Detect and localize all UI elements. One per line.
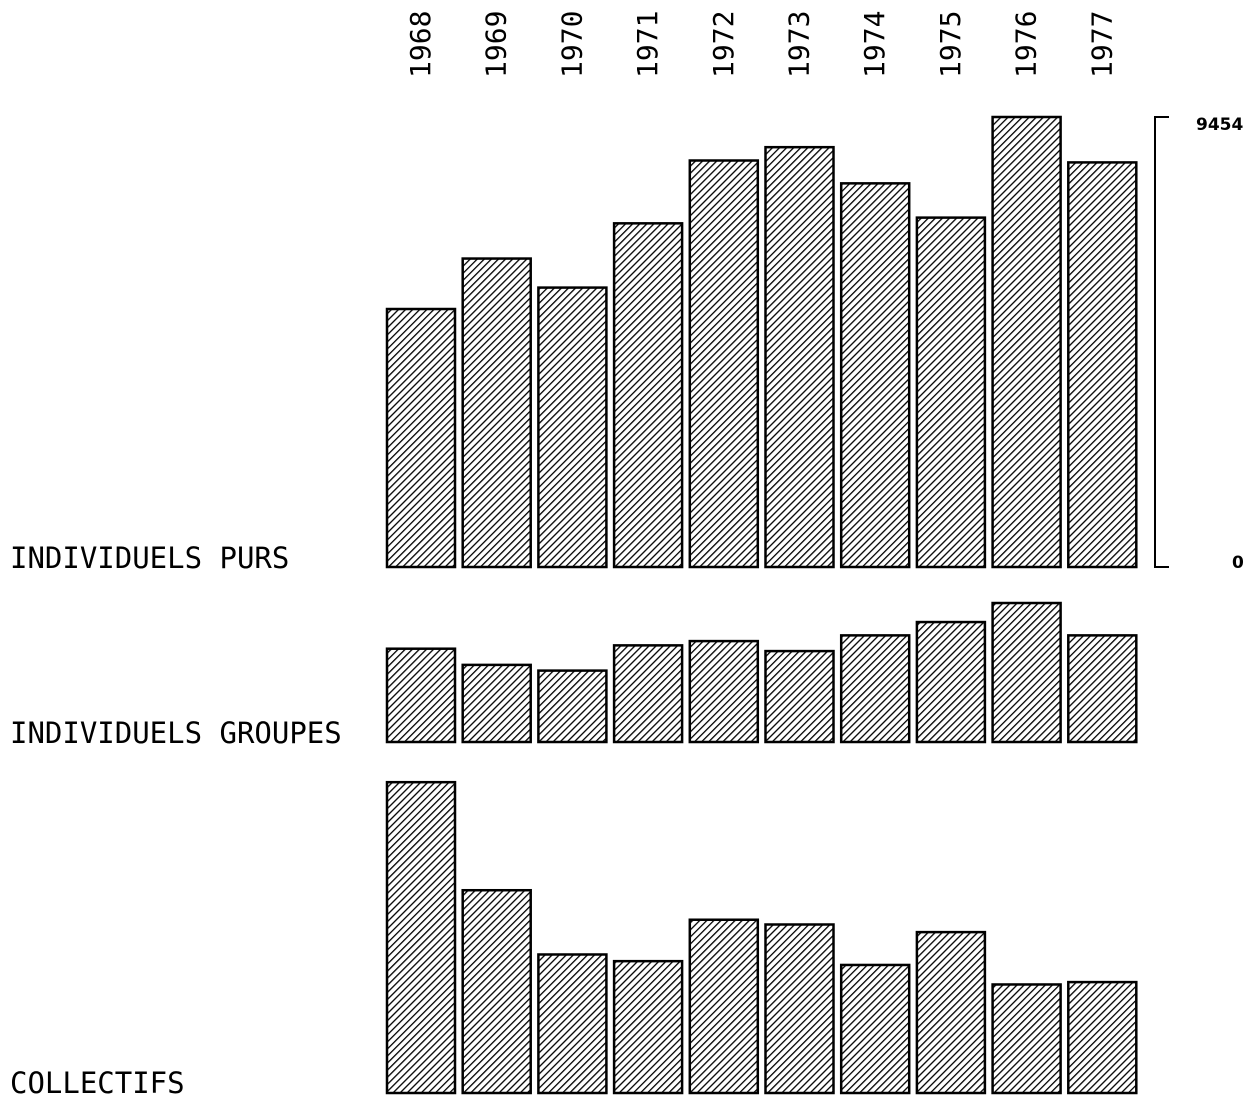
bar-1968 <box>385 307 457 569</box>
series-label: INDIVIDUELS GROUPES <box>10 716 342 750</box>
bar-1977 <box>1067 980 1138 1095</box>
bar-1974 <box>839 182 911 569</box>
bar-1970 <box>537 669 608 744</box>
bar-1969 <box>461 257 532 569</box>
bar-1972 <box>688 639 760 744</box>
year-labels: 1968 1969 1970 1971 1972 1973 1974 1975 1976 1977 <box>404 11 1118 78</box>
bar-1977 <box>1067 634 1138 744</box>
year-label-1975: 1975 <box>934 11 967 78</box>
bar-1968 <box>385 647 457 744</box>
series-label: INDIVIDUELS PURS <box>10 541 289 575</box>
bar-1969 <box>461 888 532 1095</box>
bar-1972 <box>688 159 760 569</box>
bar-1970 <box>537 286 608 569</box>
scale-max-label: 9454 <box>1196 115 1243 135</box>
year-label-1976: 1976 <box>1010 11 1043 78</box>
bar-1972 <box>688 918 760 1095</box>
chart-panels: INDIVIDUELS PURS INDIVIDUELS GROUPES COLLE… <box>10 115 1138 1098</box>
bar-1975 <box>915 930 987 1095</box>
bar-1971 <box>612 222 684 569</box>
series-label: COLLECTIFS <box>10 1066 185 1098</box>
bar-1974 <box>839 634 911 744</box>
bar-1976 <box>991 983 1062 1095</box>
bar-1971 <box>612 644 684 744</box>
year-label-1968: 1968 <box>404 11 437 78</box>
bar-1973 <box>764 923 835 1095</box>
year-label-1969: 1969 <box>480 11 513 78</box>
bar-1971 <box>612 959 684 1095</box>
year-label-1971: 1971 <box>631 11 664 78</box>
bar-1976 <box>991 115 1062 569</box>
bar-1968 <box>385 780 457 1095</box>
year-label-1972: 1972 <box>707 11 740 78</box>
scale-min-label: 0 <box>1232 553 1244 573</box>
panel-3: COLLECTIFS <box>10 780 1138 1098</box>
bar-1976 <box>991 601 1062 744</box>
year-label-1973: 1973 <box>783 11 816 78</box>
scale-bracket-line <box>1154 116 1169 568</box>
bar-1974 <box>839 963 911 1095</box>
bar-1969 <box>461 663 532 744</box>
bar-1975 <box>915 216 987 569</box>
bar-1975 <box>915 620 987 744</box>
bar-1973 <box>764 145 835 569</box>
year-label-1974: 1974 <box>858 11 891 78</box>
bar-1973 <box>764 649 835 744</box>
year-label-1977: 1977 <box>1085 11 1118 78</box>
panel-1: INDIVIDUELS PURS <box>10 115 1138 575</box>
year-label-1970: 1970 <box>555 11 588 78</box>
bar-1970 <box>537 953 608 1095</box>
panel-2: INDIVIDUELS GROUPES <box>10 601 1138 750</box>
bar-1977 <box>1067 161 1138 569</box>
scale-bracket: 9454 0 <box>1154 115 1244 573</box>
